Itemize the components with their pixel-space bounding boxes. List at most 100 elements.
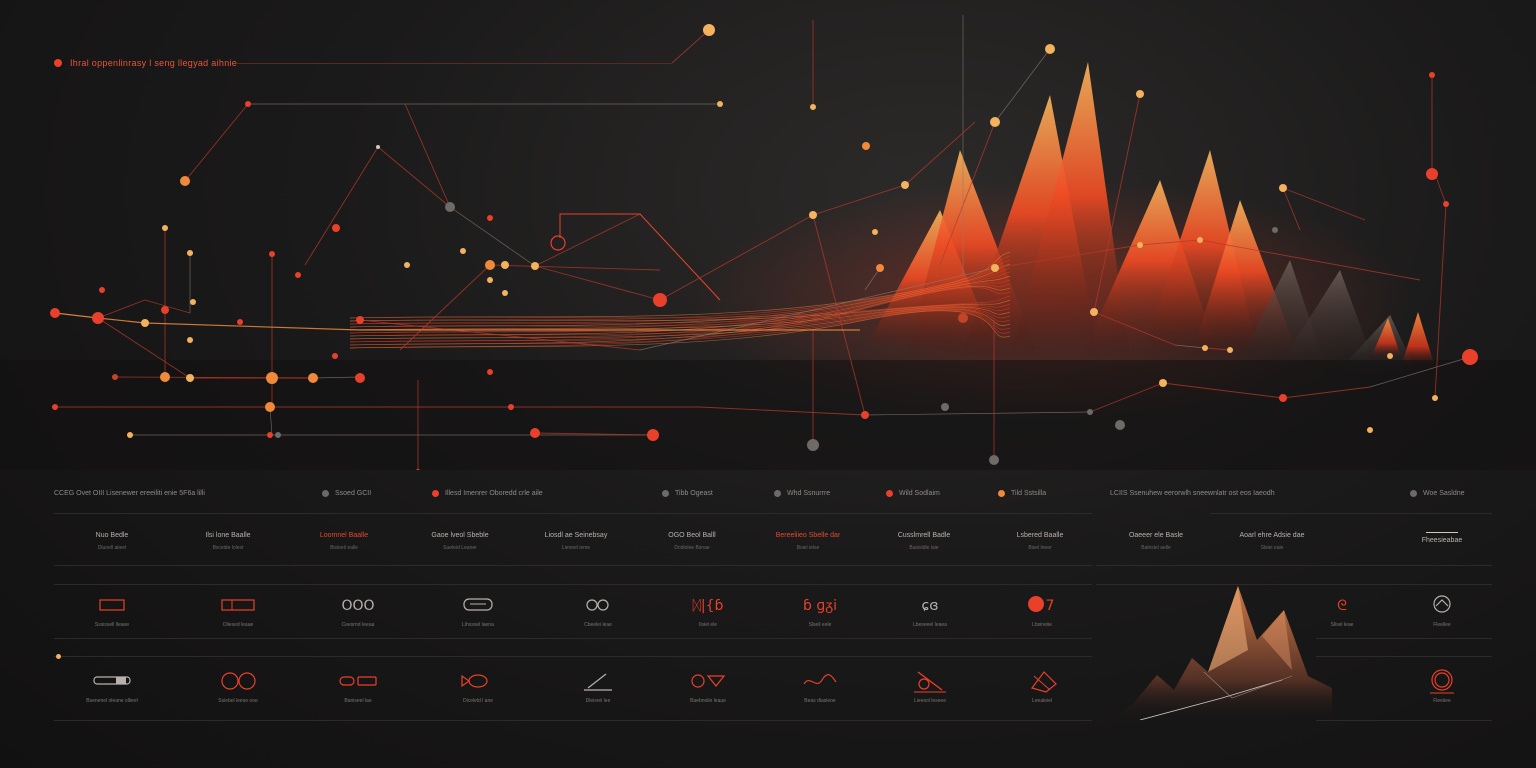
divider xyxy=(1316,638,1492,639)
node-dot xyxy=(332,353,338,359)
cell-sublabel: Slsiei eaie xyxy=(1260,545,1284,551)
chain-icon xyxy=(336,668,380,694)
cell-label: Liosdl ae Seinebsay xyxy=(544,532,608,539)
legend-dot-icon xyxy=(1410,490,1417,497)
svg-text:7: 7 xyxy=(1046,598,1055,614)
node-dot xyxy=(275,432,281,438)
fish-icon xyxy=(456,668,500,694)
flow-line xyxy=(349,308,1011,340)
divider xyxy=(1316,656,1492,657)
connector-line xyxy=(489,264,661,271)
connector-line xyxy=(1204,347,1231,351)
icon-caption: Fleeiiee xyxy=(1433,698,1451,704)
icon-caption: Baniseel lae xyxy=(344,698,372,704)
node-dot xyxy=(415,469,421,470)
connector-line xyxy=(994,244,1141,269)
connector-line xyxy=(1139,239,1201,246)
connector-line xyxy=(534,432,654,436)
slash-line-icon xyxy=(576,668,620,694)
node-dot xyxy=(237,319,243,325)
icon-caption: Ssiebel leese ooe xyxy=(218,698,258,704)
legend-label: LCIIS Ssenuhew eerorwlh sneewnlatr ost e… xyxy=(1110,490,1275,497)
legend-item: Woe Sasldne xyxy=(1410,490,1465,497)
node-dot xyxy=(356,316,364,324)
icon-cell: ᘓ Slisel leae xyxy=(1284,592,1400,648)
icon-cell: ɓ ɡᵹi Slseil eele xyxy=(762,592,878,648)
cell-sublabel: Dlunell aiieel xyxy=(97,545,127,551)
node-dot xyxy=(653,293,667,307)
node-dot xyxy=(1429,72,1435,78)
node-dot xyxy=(1115,420,1125,430)
node-dot xyxy=(703,24,715,36)
connector-line xyxy=(144,299,191,314)
flow-line xyxy=(349,305,1011,328)
node-dot xyxy=(112,374,118,380)
divider xyxy=(54,720,1092,721)
node-dot xyxy=(550,235,566,251)
icon-caption: Ceesrnd Ieeaa xyxy=(341,622,375,628)
node-dot xyxy=(647,429,659,441)
node-dot xyxy=(1197,237,1203,243)
cell-sublabel: Bisel lneer xyxy=(1028,545,1052,551)
connector-line xyxy=(904,121,976,186)
node-dot xyxy=(1136,90,1144,98)
connector-line xyxy=(1434,203,1447,399)
legend-dot-icon xyxy=(322,490,329,497)
icon-cell: Dleisrel lee xyxy=(540,668,656,724)
node-dot xyxy=(487,215,493,221)
cell-label: Lsbered Baalle xyxy=(1016,532,1064,539)
node-dot xyxy=(989,455,999,465)
flow-line xyxy=(349,303,1011,325)
node-dot xyxy=(404,262,410,268)
connector-line xyxy=(97,299,146,319)
node-dot xyxy=(531,262,539,270)
label-cell: Oaeeer ele Basle Balnsiel aelle xyxy=(1098,532,1214,588)
node-dot xyxy=(52,404,58,410)
icon-cell: Baniseel lae xyxy=(300,668,416,724)
flow-line xyxy=(349,309,1011,346)
node-dot xyxy=(186,374,194,382)
divider xyxy=(54,565,1092,566)
connector-line xyxy=(1174,344,1206,349)
icon-cell: Ssiebel leese ooe xyxy=(180,668,296,724)
node-dot xyxy=(1426,168,1438,180)
connector-line xyxy=(1162,382,1284,399)
node-dot xyxy=(941,403,949,411)
glyph-cluster-icon: ᛞ|{ɓ xyxy=(686,592,730,618)
box-slash-icon xyxy=(1020,668,1064,694)
legend-label: Wild Sodlaim xyxy=(899,490,940,497)
connector-line xyxy=(639,267,996,351)
node-dot xyxy=(502,290,508,296)
cell-sublabel: Sueleid Leaner xyxy=(443,545,477,551)
node-dot xyxy=(1090,308,1098,316)
mountain-peaks xyxy=(0,62,1536,470)
connector-line xyxy=(534,265,661,301)
connector-line xyxy=(812,184,906,216)
connector-line xyxy=(1282,187,1366,221)
svg-text:ᛞ|{ɓ: ᛞ|{ɓ xyxy=(693,598,724,614)
segment-bar-icon xyxy=(216,592,260,618)
connector-line xyxy=(1089,382,1164,413)
cell-label: Cusslmrell Badle xyxy=(897,532,951,539)
node-dot xyxy=(809,211,817,219)
mini-mountain-chart xyxy=(1112,586,1332,720)
legend-item: Ssoed GCII xyxy=(322,490,371,497)
cell-sublabel: Balnsiel aelle xyxy=(1141,545,1171,551)
node-dot xyxy=(717,101,723,107)
slider-bar-icon xyxy=(90,668,134,694)
label-cell: Nuo Bedle Dlunell aiieel xyxy=(54,532,170,588)
dot-seven-icon: 7 xyxy=(1020,592,1064,618)
icon-caption: Lihsssel laena xyxy=(462,622,494,628)
cell-label: Nuo Bedle xyxy=(95,532,129,539)
connector-line xyxy=(1093,311,1176,346)
node-dot xyxy=(487,369,493,375)
node-dot xyxy=(862,142,870,150)
flow-line xyxy=(349,310,1011,349)
legend-dot-icon xyxy=(662,490,669,497)
label-cell: Lsbered Baalle Bisel lneer xyxy=(982,532,1098,588)
node-dot xyxy=(872,229,878,235)
flow-line xyxy=(349,299,1011,322)
glyph-cluster-icon: ɓ ɡᵹi xyxy=(798,592,842,618)
icon-caption: Slisel leae xyxy=(1330,622,1354,628)
node-dot xyxy=(1462,349,1478,365)
